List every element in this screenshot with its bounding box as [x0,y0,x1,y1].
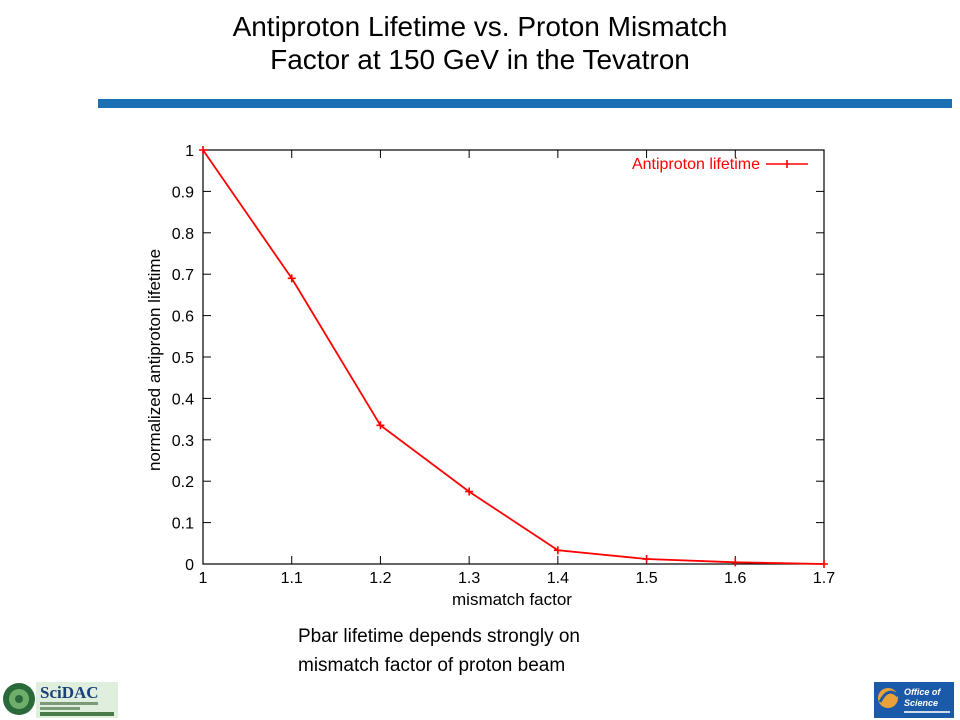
y-tick-label: 0.8 [172,226,194,243]
data-point [642,555,651,564]
y-tick-label: 0.2 [172,474,194,491]
x-tick-label: 1.2 [369,570,391,587]
title-divider [98,99,952,108]
x-tick-label: 1.7 [813,570,835,587]
legend: Antiproton lifetime [632,156,808,173]
x-tick-label: 1.4 [547,570,569,587]
data-point [199,146,207,154]
science-text: Science [904,698,938,708]
data-point [731,558,740,567]
axis-ticks: 1 1.1 1.2 1.3 1.4 1.5 1.6 1.7 0 0.1 0.2 0.3 0.4 0.5 0.… [172,143,835,587]
y-tick-label: 0.7 [172,267,194,284]
y-tick-label: 0.3 [172,433,194,450]
data-point [465,487,474,496]
data-point [287,274,296,283]
office-of-text: Office of [904,687,941,697]
series-layer [199,146,828,568]
y-tick-label: 0 [185,557,194,574]
x-tick-label: 1.6 [724,570,746,587]
slide-title-line2: Factor at 150 GeV in the Tevatron [270,44,690,75]
y-tick-label: 0.1 [172,516,194,533]
x-tick-label: 1.5 [635,570,657,587]
data-point [553,546,562,555]
scidac-logo-text: SciDAC [40,683,99,702]
x-axis-label: mismatch factor [452,590,572,609]
caption-line2: mismatch factor of proton beam [298,655,566,676]
office-of-science-logo: Office of Science [874,682,954,718]
slide-title: Antiproton Lifetime vs. Proton Mismatch … [0,10,960,76]
y-tick-label: 0.5 [172,350,194,367]
y-tick-label: 0.4 [172,391,194,408]
plot-border [202,149,825,565]
plot-frame [202,149,825,565]
caption-line1: Pbar lifetime depends strongly on [298,626,580,647]
series-line [202,149,825,565]
y-tick-label: 0.6 [172,309,194,326]
y-tick-label: 1 [185,143,194,160]
y-tick-label: 0.9 [172,184,194,201]
data-point [376,421,385,430]
x-tick-label: 1.1 [281,570,303,587]
scidac-logo: SciDAC [3,682,118,718]
caption: Pbar lifetime depends strongly on mismat… [298,622,580,680]
x-tick-label: 1.3 [458,570,480,587]
legend-label: Antiproton lifetime [632,156,760,173]
slide-title-line1: Antiproton Lifetime vs. Proton Mismatch [232,11,728,42]
y-axis-label: normalized antiproton lifetime [145,249,164,471]
data-point [820,560,828,568]
x-tick-label: 1 [199,570,208,587]
